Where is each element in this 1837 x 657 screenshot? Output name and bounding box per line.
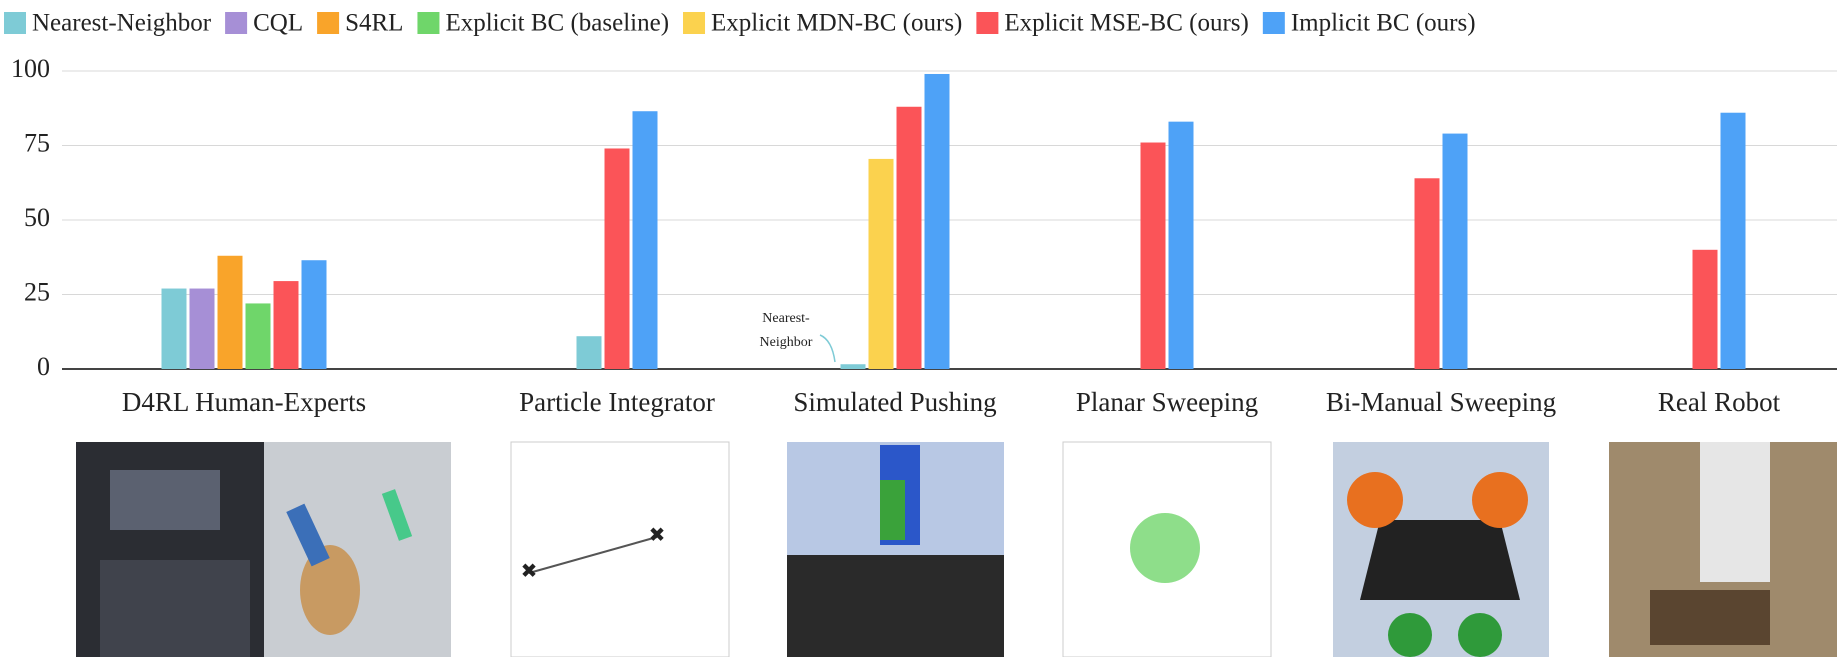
- annotation-text: Nearest-: [762, 311, 810, 326]
- image-detail: [1650, 590, 1770, 645]
- legend-label: Implicit BC (ours): [1291, 10, 1476, 37]
- legend-swatch: [225, 12, 247, 34]
- legend-swatch: [417, 12, 439, 34]
- y-tick-label: 0: [37, 352, 50, 381]
- legend-label: CQL: [253, 10, 303, 37]
- bar: [1415, 178, 1440, 369]
- bar: [605, 148, 630, 369]
- legend-label: Explicit BC (baseline): [445, 10, 669, 37]
- legend-label: Explicit MSE-BC (ours): [1004, 10, 1248, 37]
- bar: [577, 336, 602, 369]
- image-detail: [1700, 442, 1770, 582]
- page: {"chart_data": {"type": "bar", "categori…: [0, 0, 1837, 657]
- x-tick-label: Planar Sweeping: [1076, 387, 1258, 417]
- bar: [1169, 122, 1194, 369]
- y-tick-label: 75: [24, 128, 50, 157]
- bar: [633, 111, 658, 369]
- bar: [869, 159, 894, 369]
- bar: [1443, 134, 1468, 369]
- bar: [841, 364, 866, 369]
- x-tick-label: Particle Integrator: [519, 387, 715, 417]
- legend-swatch: [683, 12, 705, 34]
- image-detail: [1347, 472, 1403, 528]
- bar: [925, 74, 950, 369]
- image-detail: [880, 480, 905, 540]
- bar: [897, 107, 922, 369]
- image-detail: [100, 560, 250, 657]
- legend-swatch: [1263, 12, 1285, 34]
- y-tick-label: 50: [24, 203, 50, 232]
- x-tick-label: Bi-Manual Sweeping: [1326, 387, 1556, 417]
- bar: [190, 289, 215, 369]
- y-tick-label: 25: [24, 277, 50, 306]
- image-detail: [110, 470, 220, 530]
- bar: [246, 303, 271, 369]
- bar: [302, 260, 327, 369]
- annotation: Nearest- Neighbor: [760, 311, 813, 350]
- x-tick-label: D4RL Human-Experts: [122, 387, 366, 417]
- bar: [218, 256, 243, 369]
- image-detail: [1472, 472, 1528, 528]
- image-marker: ✖: [521, 561, 538, 583]
- bar: [1721, 113, 1746, 369]
- bar: [1693, 250, 1718, 369]
- task-images: ✖ ✖: [76, 442, 1837, 657]
- legend-swatch: [976, 12, 998, 34]
- image-detail: [1388, 613, 1432, 657]
- chart: ✖ ✖ Nearest- Neighbor 0 25 50 75 100 Nearest-…: [0, 0, 1837, 657]
- bar: [162, 289, 187, 369]
- annotation-leader: [820, 335, 835, 362]
- image-detail: [1360, 520, 1520, 600]
- legend-swatch: [4, 12, 26, 34]
- image-detail: [787, 555, 1004, 657]
- legend-swatch: [317, 12, 339, 34]
- bar: [274, 281, 299, 369]
- y-tick-label: 100: [11, 54, 50, 83]
- x-tick-label: Real Robot: [1658, 387, 1781, 417]
- image-detail: [1130, 513, 1200, 583]
- bar: [1141, 143, 1166, 369]
- legend-label: Nearest-Neighbor: [32, 10, 212, 37]
- x-tick-label: Simulated Pushing: [793, 387, 996, 417]
- image-particle: [511, 442, 729, 657]
- image-hand: [264, 442, 451, 657]
- image-marker: ✖: [649, 525, 666, 547]
- annotation-text: Neighbor: [760, 335, 813, 350]
- legend-label: Explicit MDN-BC (ours): [711, 10, 962, 37]
- legend-label: S4RL: [345, 10, 403, 37]
- image-detail: [1458, 613, 1502, 657]
